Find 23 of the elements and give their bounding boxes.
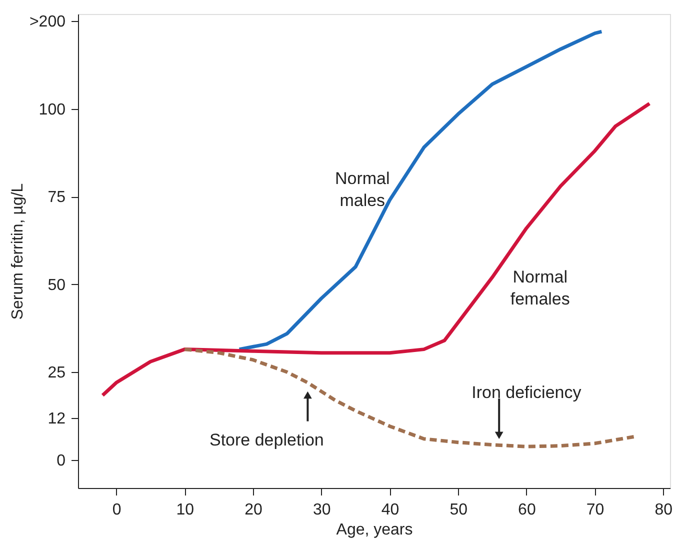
x-tick-label: 50 bbox=[450, 502, 468, 518]
y-tick-label: 25 bbox=[48, 364, 66, 382]
x-tick-label: 60 bbox=[518, 502, 536, 518]
x-tick-label: 0 bbox=[112, 502, 122, 518]
annotation: Iron deficiency bbox=[472, 383, 582, 402]
series-label: Normal females bbox=[510, 267, 570, 308]
x-tick-label: 40 bbox=[381, 502, 400, 518]
x-tick-label: 20 bbox=[244, 502, 262, 518]
x-tick-label: 70 bbox=[586, 502, 604, 518]
x-axis-title: Age, years bbox=[336, 522, 413, 538]
y-tick-label: 75 bbox=[48, 189, 66, 206]
y-tick-label: 50 bbox=[48, 276, 66, 294]
x-tick-label: 10 bbox=[176, 502, 194, 518]
y-tick-label: >200 bbox=[29, 14, 66, 31]
annotation: Store depletion bbox=[209, 430, 324, 450]
series-label: Normal males bbox=[334, 169, 390, 210]
x-tick-label: 30 bbox=[312, 502, 331, 518]
y-tick-label: 12 bbox=[48, 410, 66, 428]
line-series bbox=[238, 30, 604, 352]
y-axis-title: Serum ferritin, µg/L bbox=[9, 183, 26, 320]
y-tick-label: 100 bbox=[38, 101, 66, 118]
x-tick-label: 80 bbox=[654, 502, 673, 518]
y-tick-label: 0 bbox=[56, 452, 66, 470]
